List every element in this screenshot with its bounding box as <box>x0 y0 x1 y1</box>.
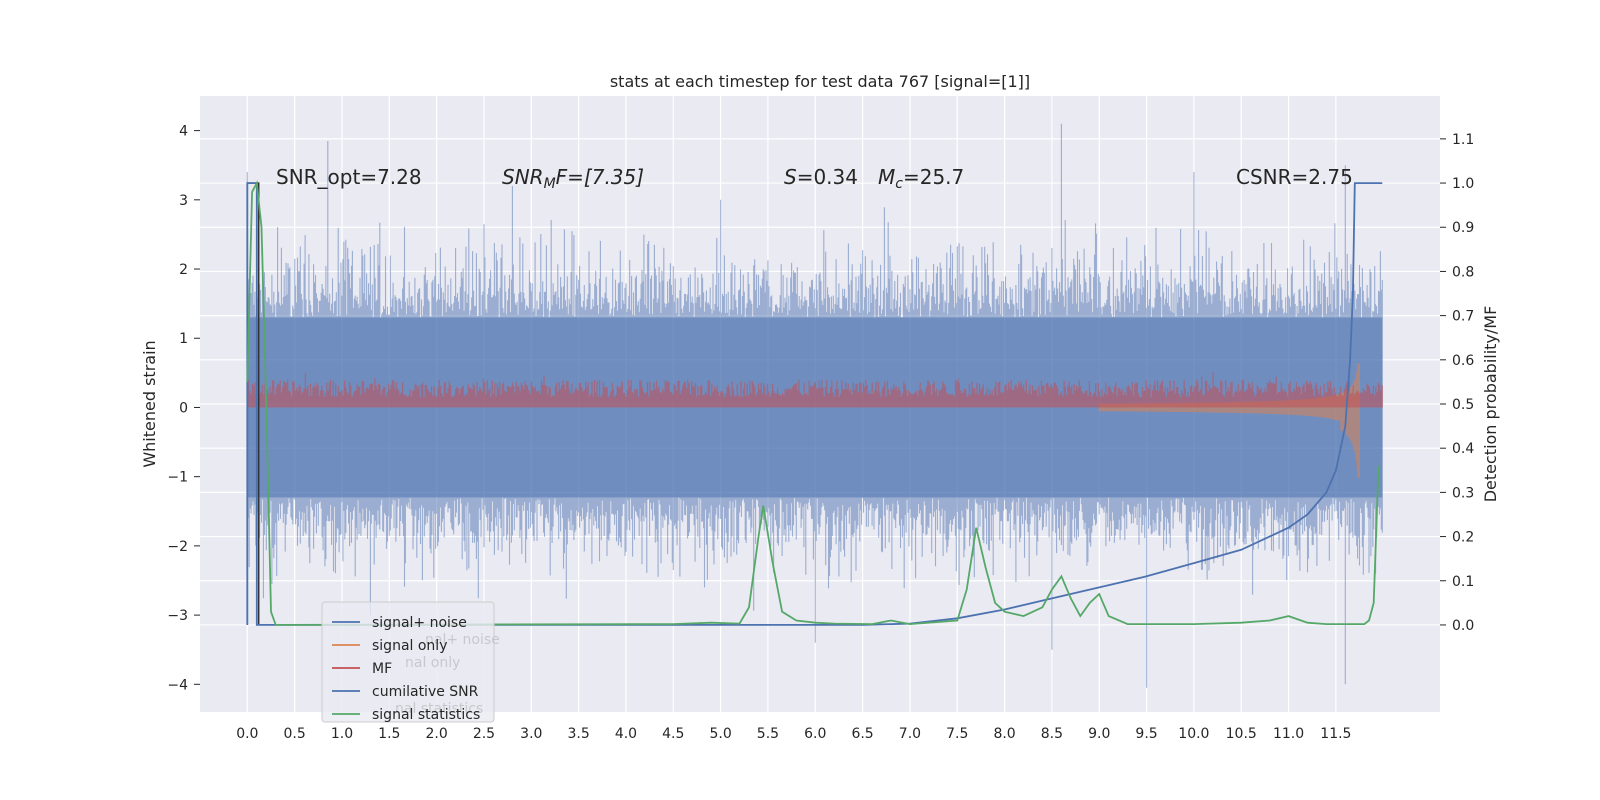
y-tick-label: 3 <box>179 193 188 209</box>
x-tick-label: 3.5 <box>567 726 589 742</box>
x-tick-label: 10.5 <box>1226 726 1257 742</box>
annotation-snr-mf-var: SNR <box>502 165 544 189</box>
y-tick-label: −4 <box>167 677 188 693</box>
y2-tick-label: 1.1 <box>1452 132 1474 148</box>
y-tick-label: −2 <box>167 539 188 555</box>
annotation-mc: Mc=25.7 <box>878 165 964 192</box>
y2-tick-label: 0.7 <box>1452 309 1474 325</box>
legend-label: MF <box>372 661 392 677</box>
y2-tick-label: 0.6 <box>1452 353 1474 369</box>
y-tick-label: 4 <box>179 124 188 140</box>
x-tick-label: 3.0 <box>520 726 542 742</box>
chart-title: stats at each timestep for test data 767… <box>610 72 1030 91</box>
legend-label: signal statistics <box>372 707 480 723</box>
x-tick-label: 6.5 <box>851 726 873 742</box>
y-tick-label: 2 <box>179 262 188 278</box>
annotation-s-var: S <box>784 165 797 189</box>
x-tick-label: 11.0 <box>1273 726 1304 742</box>
y2-tick-label: 0.9 <box>1452 220 1474 236</box>
annotation-snr-opt: SNR_opt=7.28 <box>276 165 422 189</box>
x-tick-label: 0.5 <box>284 726 306 742</box>
x-tick-label: 0.0 <box>236 726 258 742</box>
legend-item: signal statistics <box>332 707 480 723</box>
x-tick-label: 7.0 <box>899 726 921 742</box>
series-layer <box>246 123 1383 688</box>
y-tick-label: −3 <box>167 608 188 624</box>
legend-label: cumilative SNR <box>372 684 479 700</box>
x-tick-label: 1.0 <box>331 726 353 742</box>
x-tick-label: 9.5 <box>1135 726 1157 742</box>
y2-tick-label: 1.0 <box>1452 176 1474 192</box>
y-tick-label: −1 <box>167 470 188 486</box>
annotation-mc-sub: c <box>895 176 903 192</box>
x-tick-label: 9.0 <box>1088 726 1110 742</box>
x-tick-label: 1.5 <box>378 726 400 742</box>
x-tick-label: 8.0 <box>993 726 1015 742</box>
legend-item: signal only <box>332 638 447 654</box>
legend-ghost-2: nal only <box>405 655 460 671</box>
legend-item: signal+ noise <box>332 615 467 631</box>
y-axis-left: 4 3 2 1 0 −1 −2 −3 −4 <box>167 124 200 693</box>
x-tick-label: 10.0 <box>1178 726 1209 742</box>
annotation-snr-mf-sub: M <box>544 176 556 192</box>
y2-tick-label: 0.4 <box>1452 441 1474 457</box>
x-tick-label: 11.5 <box>1320 726 1351 742</box>
y2-tick-label: 0.3 <box>1452 485 1474 501</box>
legend-ghost-1: nal+ noise <box>425 632 500 648</box>
annotation-snr-mf-rest: F=[7.35] <box>556 165 644 189</box>
annotation-snr-mf: SNRMF=[7.35] <box>502 165 644 192</box>
x-tick-label: 5.5 <box>757 726 779 742</box>
annotation-s: S=0.34 <box>784 165 858 189</box>
x-tick-label: 5.0 <box>709 726 731 742</box>
y2-tick-label: 0.5 <box>1452 397 1474 413</box>
series-signal-statistics <box>246 180 1380 626</box>
annotation-mc-rest: =25.7 <box>903 165 964 189</box>
annotation-mc-var: M <box>878 165 895 189</box>
annotation-csnr: CSNR=2.75 <box>1236 165 1353 189</box>
y2-tick-label: 0.0 <box>1452 618 1474 634</box>
x-tick-label: 2.5 <box>473 726 495 742</box>
y-tick-label: 0 <box>179 400 188 416</box>
x-tick-label: 7.5 <box>946 726 968 742</box>
legend-item: cumilative SNR <box>332 684 479 700</box>
x-tick-label: 4.0 <box>615 726 637 742</box>
legend-label: signal+ noise <box>372 615 467 631</box>
legend: nal+ noise nal only nal statistics signa… <box>321 601 500 723</box>
y2-tick-label: 0.8 <box>1452 264 1474 280</box>
y2-tick-label: 0.2 <box>1452 530 1474 546</box>
legend-item: MF <box>332 661 392 677</box>
x-tick-label: 8.5 <box>1041 726 1063 742</box>
y-tick-label: 1 <box>179 331 188 347</box>
x-tick-label: 2.0 <box>426 726 448 742</box>
y-axis-label: Whitened strain <box>140 340 159 467</box>
y2-axis-label: Detection probability/MF <box>1481 306 1500 503</box>
annotation-s-rest: =0.34 <box>797 165 858 189</box>
x-tick-label: 4.5 <box>662 726 684 742</box>
x-tick-label: 6.0 <box>804 726 826 742</box>
legend-box <box>321 601 495 723</box>
legend-label: signal only <box>372 638 447 654</box>
legend-ghost-3: nal statistics <box>395 701 483 717</box>
x-axis: 0.0 0.5 1.0 1.5 2.0 2.5 3.0 3.5 4.0 4.5 5.0 5.5 6.0 6… <box>236 726 1351 742</box>
y2-tick-label: 0.1 <box>1452 574 1474 590</box>
y-axis-right: 1.1 1.0 0.9 0.8 0.7 0.6 0.5 0.4 0.3 0.2 0.1 0.0 <box>1440 132 1474 634</box>
